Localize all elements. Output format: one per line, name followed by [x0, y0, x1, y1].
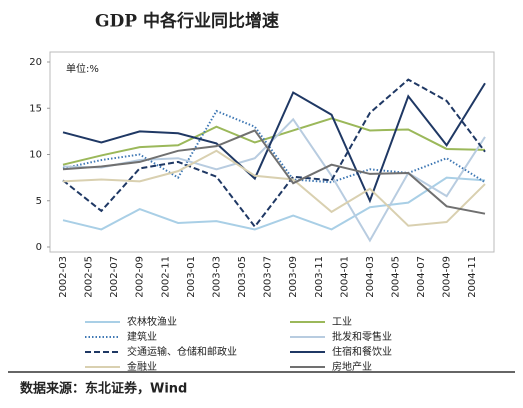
y-tick-label: 10: [29, 150, 42, 161]
legend-label: 建筑业: [127, 330, 157, 343]
y-tick-label: 5: [36, 196, 42, 207]
x-tick-label: 2003-09: [288, 256, 299, 298]
x-tick-label: 2002-09: [135, 256, 146, 298]
unit-annotation: 单位:%: [66, 62, 99, 75]
legend-label: 金融业: [127, 360, 157, 373]
series-line: [62, 109, 486, 184]
x-tick-label: 2003-05: [237, 256, 248, 298]
x-tick-label: 2002-03: [58, 256, 69, 298]
legend-label: 交通运输、仓储和邮政业: [127, 345, 237, 358]
legend-label: 农林牧渔业: [127, 315, 177, 328]
x-tick-label: 2002-11: [160, 256, 171, 298]
x-tick-label: 2004-11: [467, 256, 478, 298]
y-tick-label: 0: [36, 242, 42, 253]
series-line: [62, 129, 486, 215]
x-tick-label: 2003-03: [211, 256, 222, 298]
legend-label: 房地产业: [332, 360, 372, 373]
source: 数据来源：东北证券，Wind: [20, 381, 187, 397]
chart-title: GDP 中各行业同比增速: [95, 11, 279, 32]
y-tick-label: 20: [29, 57, 42, 68]
series-line: [62, 176, 486, 231]
series-line: [62, 149, 486, 227]
series-line: [62, 82, 486, 204]
x-tick-label: 2003-11: [314, 256, 325, 298]
x-tick-label: 2004-03: [365, 256, 376, 298]
x-tick-label: 2004-01: [339, 256, 350, 298]
y-tick-label: 15: [29, 103, 42, 114]
legend-label: 工业: [332, 316, 352, 328]
x-tick-label: 2004-07: [416, 256, 427, 298]
legend-label: 住宿和餐饮业: [332, 345, 392, 358]
x-tick-label: 2003-07: [263, 256, 274, 298]
x-tick-label: 2004-05: [390, 256, 401, 298]
series-line: [62, 117, 486, 243]
x-tick-label: 2004-09: [442, 256, 453, 298]
legend-label: 批发和零售业: [332, 330, 392, 343]
x-tick-label: 2003-01: [186, 256, 197, 298]
plot-frame: [49, 51, 495, 253]
x-tick-label: 2002-05: [84, 256, 95, 298]
x-tick-label: 2002-07: [109, 256, 120, 298]
series-line: [62, 78, 486, 229]
